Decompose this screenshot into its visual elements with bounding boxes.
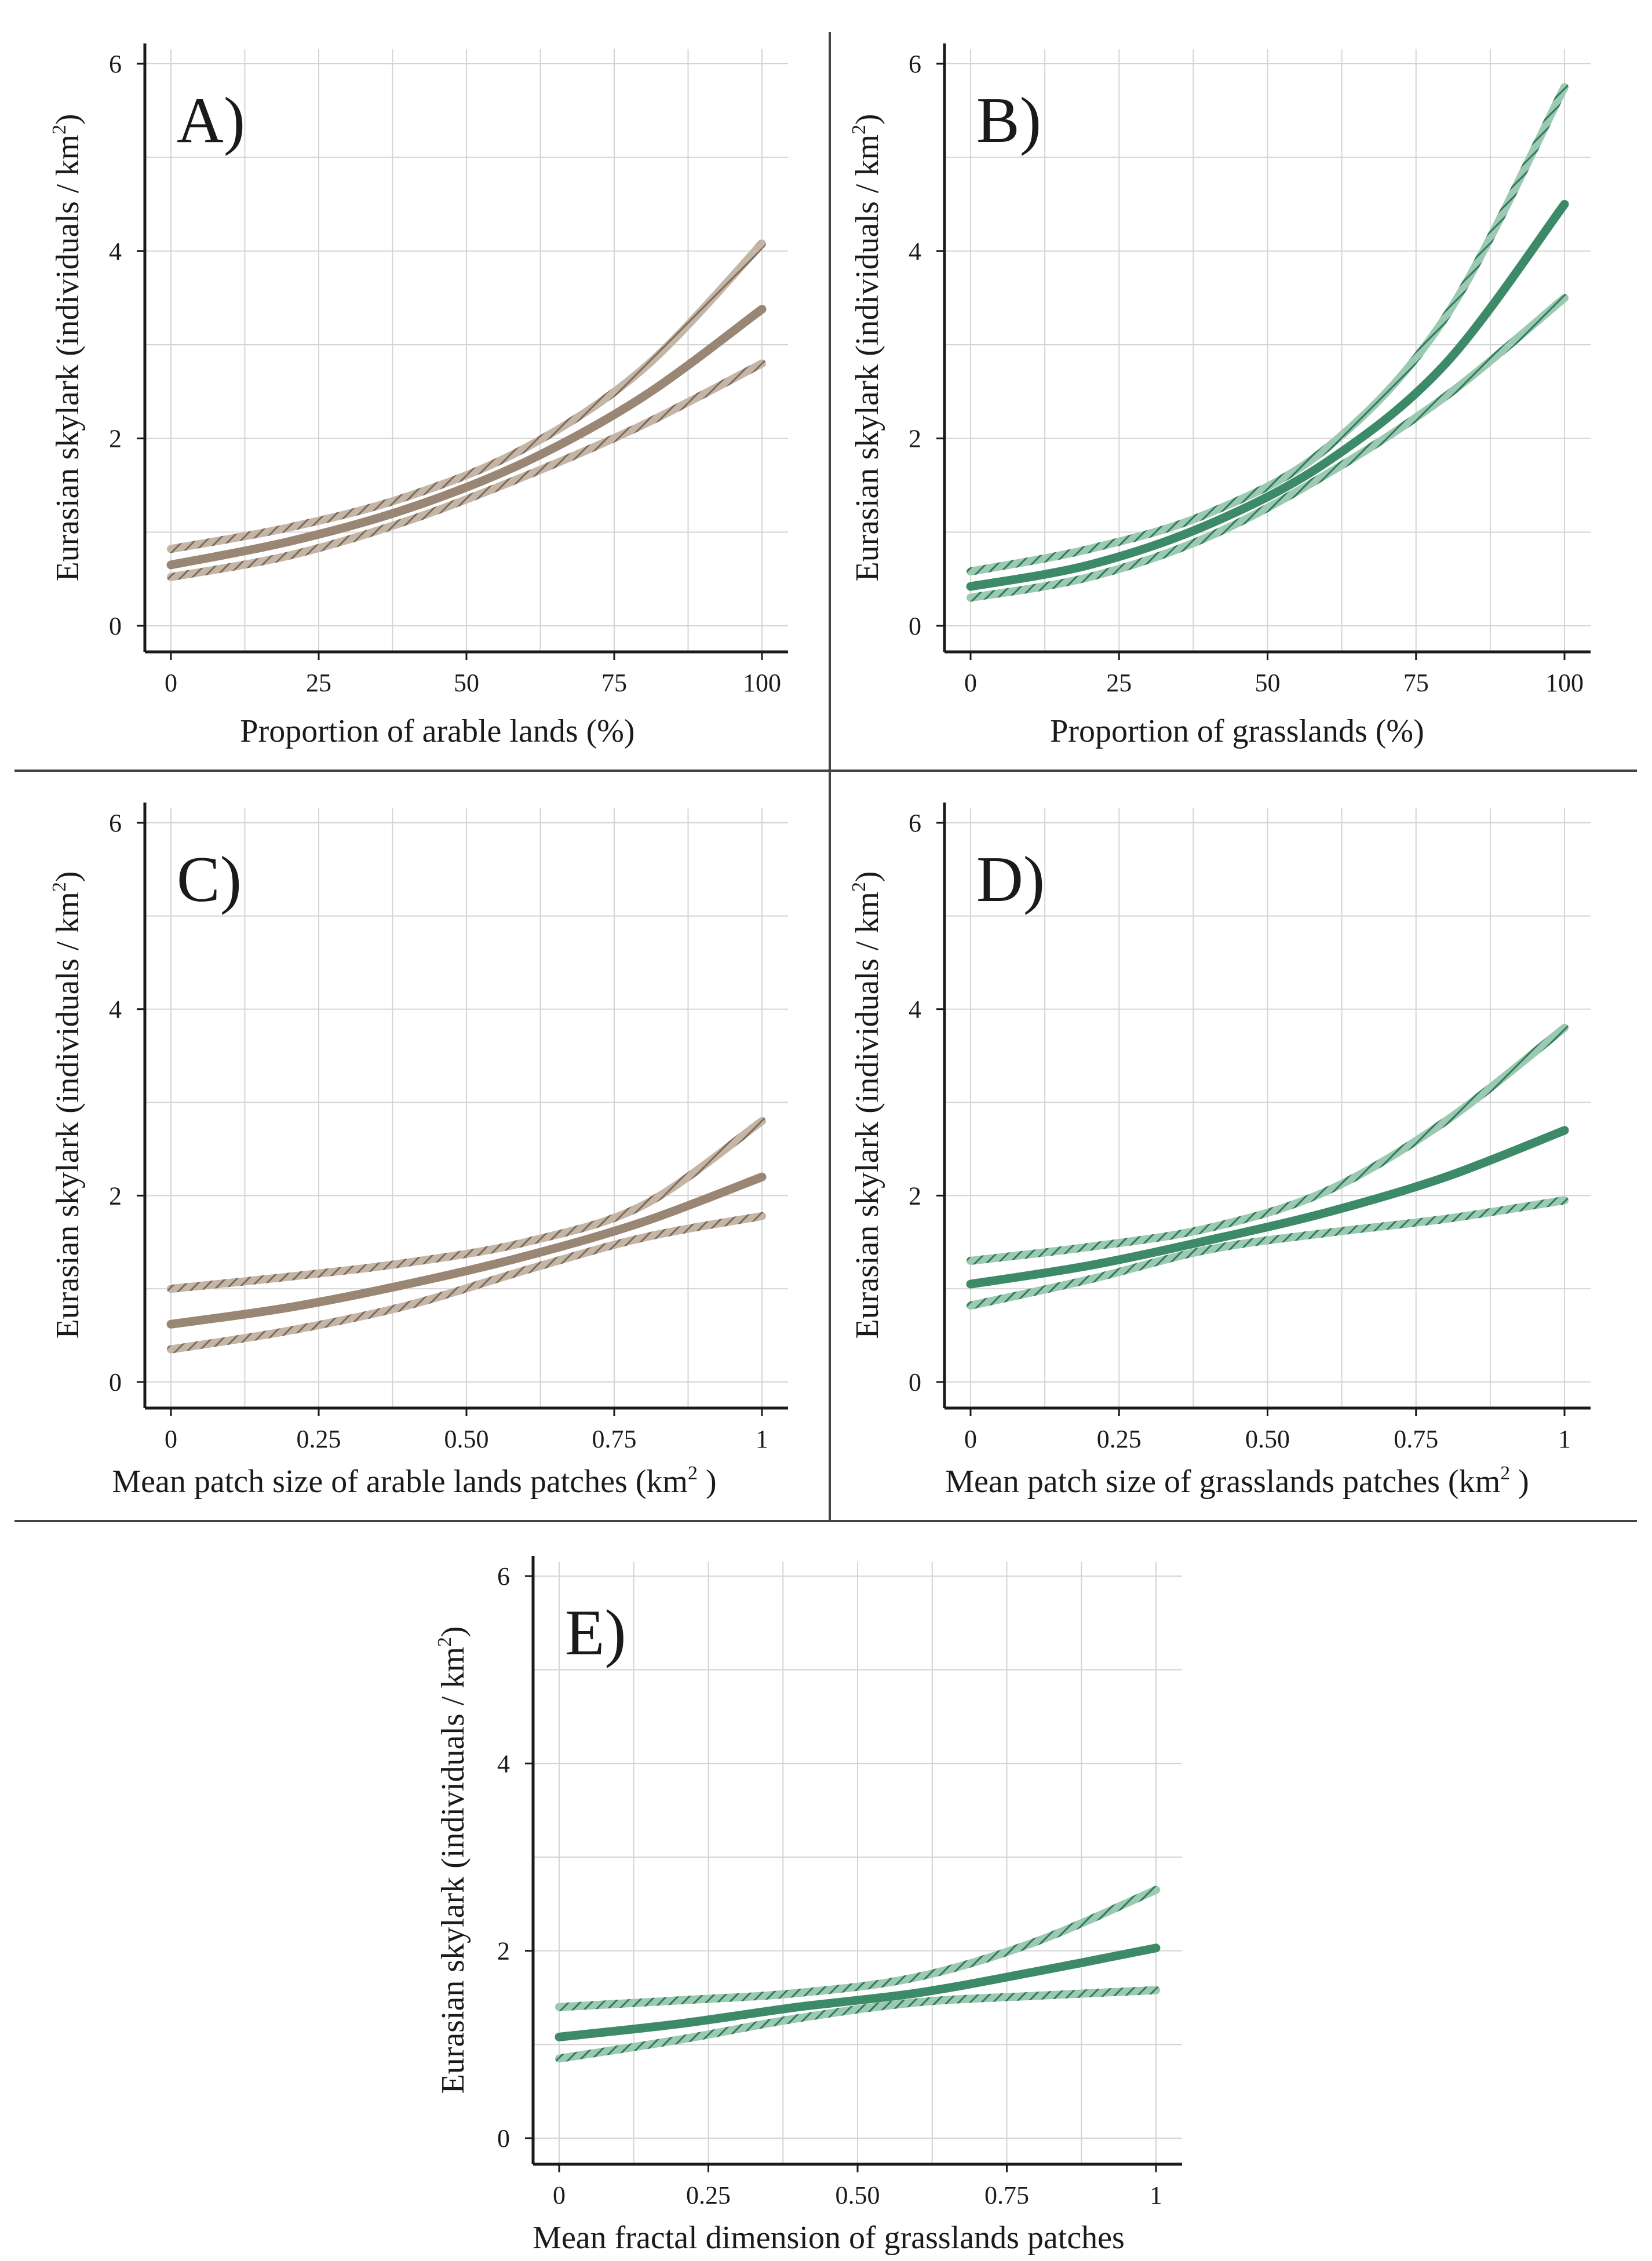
x-axis-label: Proportion of grasslands (%) [1050, 713, 1424, 749]
panel-label: E) [565, 1597, 626, 1669]
x-axis-label: Proportion of arable lands (%) [240, 713, 634, 749]
x-tick-label: 0 [553, 2181, 566, 2209]
series-fit-line [966, 200, 1569, 591]
y-axis-label: Eurasian skylark (individuals / km2) [49, 114, 86, 581]
x-tick-label: 0 [165, 669, 177, 697]
y-tick-label: 2 [109, 1181, 122, 1210]
x-tick-label: 0 [964, 669, 977, 697]
x-tick-label: 100 [1545, 669, 1584, 697]
x-tick-label: 0 [964, 1425, 977, 1453]
panel-e: 0 0.25 0.50 0.75 1 0 2 4 6 E) Mean fractal dimensi… [434, 1556, 1182, 2256]
series-upper-bound [967, 1023, 1569, 1265]
x-tick-label: 25 [1106, 669, 1132, 697]
x-tick-label: 0.50 [1245, 1425, 1290, 1453]
x-tick-label: 0.75 [1394, 1425, 1438, 1453]
series-upper-bound [967, 83, 1569, 576]
x-tick-label: 100 [743, 669, 781, 697]
series-lower-bound [967, 294, 1569, 602]
x-tick-label: 0.50 [836, 2181, 880, 2209]
x-tick-label: 0.25 [1097, 1425, 1142, 1453]
gridlines [145, 49, 788, 652]
x-tick-label: 0.75 [592, 1425, 637, 1453]
y-tick-label: 2 [497, 1937, 510, 1965]
y-tick-label: 4 [109, 237, 122, 265]
y-tick-label: 6 [109, 809, 122, 837]
y-tick-label: 0 [497, 2124, 510, 2153]
y-axis-label: Eurasian skylark (individuals / km2) [848, 114, 885, 581]
series-lower-bound [167, 359, 766, 581]
series-fit-line [166, 1172, 767, 1329]
y-tick-label: 0 [909, 612, 921, 640]
x-tick-label: 1 [1150, 2181, 1162, 2209]
y-tick-label: 4 [909, 995, 921, 1024]
x-tick-label: 0.50 [444, 1425, 489, 1453]
y-axis-label: Eurasian skylark (individuals / km2) [848, 871, 885, 1339]
series-lower-bound [555, 1986, 1160, 2063]
series-lower-bound [967, 1196, 1569, 1310]
x-tick-label: 25 [306, 669, 331, 697]
y-tick-label: 6 [497, 1562, 510, 1591]
series-lower-bound [167, 1212, 766, 1354]
y-tick-label: 0 [109, 612, 122, 640]
x-tick-label: 50 [454, 669, 479, 697]
x-tick-label: 1 [756, 1425, 768, 1453]
y-tick-label: 6 [909, 50, 921, 78]
x-tick-label: 0 [165, 1425, 177, 1453]
y-tick-label: 0 [109, 1368, 122, 1396]
y-tick-label: 2 [109, 425, 122, 453]
panel-c: 0 0.25 0.50 0.75 1 0 2 4 6 C) Mean patch size of a… [49, 803, 788, 1500]
y-tick-label: 2 [909, 1181, 921, 1210]
panel-label: B) [976, 85, 1041, 156]
series-upper-bound [555, 1886, 1160, 2011]
x-tick-label: 75 [1403, 669, 1429, 697]
x-tick-label: 0.25 [297, 1425, 341, 1453]
panel-d: 0 0.25 0.50 0.75 1 0 2 4 6 D) Mean patch size of g… [848, 803, 1591, 1500]
x-axis-label: Mean patch size of arable lands patches … [112, 1463, 716, 1500]
y-axis-label: Eurasian skylark (individuals / km2) [434, 1626, 471, 2094]
panel-label: A) [177, 85, 245, 156]
y-tick-label: 6 [909, 809, 921, 837]
y-tick-label: 6 [109, 50, 122, 78]
gridlines [533, 1562, 1182, 2164]
series-upper-bound [167, 239, 766, 553]
gridlines [944, 49, 1591, 652]
x-tick-label: 1 [1558, 1425, 1571, 1453]
x-axis-label: Mean fractal dimension of grasslands pat… [533, 2220, 1125, 2256]
y-tick-label: 4 [909, 237, 921, 265]
series-upper-bound [167, 1117, 766, 1293]
panel-b: 0 25 50 75 100 0 2 4 6 B) Proportion of grasslands… [848, 43, 1591, 749]
series-fit-line [555, 1943, 1161, 2041]
y-tick-label: 2 [909, 425, 921, 453]
y-tick-label: 0 [909, 1368, 921, 1396]
y-axis-label: Eurasian skylark (individuals / km2) [49, 871, 86, 1339]
panel-a: 0 25 50 75 100 0 2 4 6 A) Proportion of arable lan… [49, 43, 788, 749]
x-axis-label: Mean patch size of grasslands patches (k… [945, 1463, 1529, 1500]
series-fit-line [966, 1126, 1569, 1289]
y-tick-label: 4 [109, 995, 122, 1024]
panel-label: C) [177, 844, 242, 916]
x-tick-label: 75 [601, 669, 627, 697]
x-tick-label: 50 [1255, 669, 1281, 697]
x-tick-label: 0.75 [984, 2181, 1029, 2209]
series-fit-line [166, 305, 767, 570]
y-tick-label: 4 [497, 1749, 510, 1778]
x-tick-label: 0.25 [686, 2181, 731, 2209]
panel-label: D) [976, 844, 1045, 916]
